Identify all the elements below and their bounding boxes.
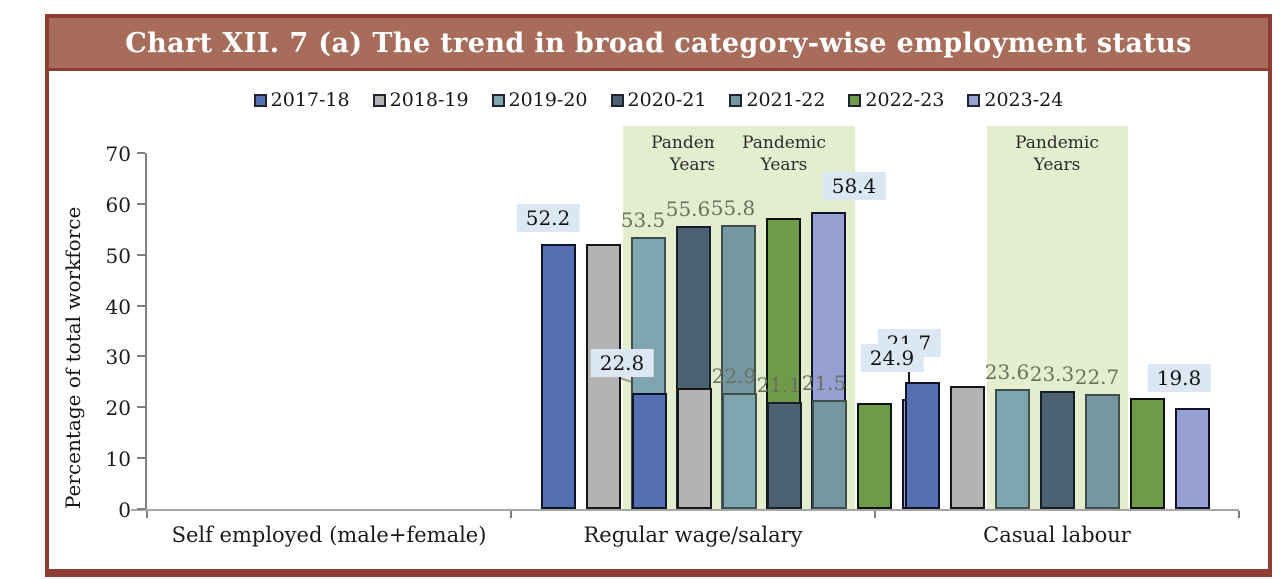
y-axis-label: Percentage of total workforce [61,206,85,509]
page-title: Chart XII. 7 (a) The trend in broad cate… [125,27,1192,59]
legend-swatch-icon [372,93,386,107]
pandemic-band-label-line: Years [760,155,808,176]
pandemic-band-label: Pandemic Years [714,132,855,176]
x-tick [146,511,148,518]
data-label: 22.7 [1074,364,1120,389]
legend-label: 2022-23 [865,89,945,111]
x-tick [1238,511,1240,518]
legend: 2017-18 2018-19 2019-20 2020-21 2021-22 2022-… [49,89,1268,111]
data-label: 52.2 [516,203,580,232]
legend-item: 2021-22 [729,89,825,111]
y-tick [137,355,145,358]
y-tick [137,253,145,256]
data-label: 21.5 [801,370,847,395]
legend-label: 2018-19 [389,89,469,111]
pandemic-band-label-line: Years [669,155,717,176]
bar-2023-24 [1174,408,1210,509]
y-tick [137,152,145,154]
legend-swatch-icon [729,93,743,107]
x-axis-extension [131,509,147,511]
plot-area: Percentage of total workforce Pandemic Ye… [61,126,1240,547]
y-tick-label: 60 [105,192,131,217]
pandemic-band-label: Pandemic Years [987,132,1128,176]
y-tick-label: 50 [105,243,131,268]
legend-label: 2017-18 [270,89,350,111]
bar-2017-18 [540,243,576,509]
category-label: Regular wage/salary [583,523,803,547]
x-tick [510,511,512,518]
y-tick-label: 70 [105,142,131,166]
chart-body: 2017-18 2018-19 2019-20 2020-21 2021-22 2022-… [49,71,1268,569]
chart-frame: Chart XII. 7 (a) The trend in broad cate… [45,14,1272,577]
bar-2018-19 [949,386,985,509]
legend-label: 2023-24 [984,89,1064,111]
category-label: Self employed (male+female) [171,523,487,547]
data-label: 24.9 [860,344,924,373]
bar-2022-23 [856,402,892,509]
y-tick [137,304,145,307]
legend-swatch-icon [967,93,981,107]
legend-label: 2021-22 [746,89,826,111]
legend-swatch-icon [491,93,505,107]
y-tick [137,406,145,409]
bar-2017-18 [904,382,940,509]
y-tick [137,457,145,460]
legend-label: 2020-21 [627,89,707,111]
y-tick-label: 10 [105,447,131,472]
bar-2020-21 [766,401,802,509]
pandemic-band-label-line: Pandemic [742,133,826,153]
legend-item: 2018-19 [372,89,469,111]
legend-item: 2020-21 [610,89,707,111]
bar-2021-22 [1084,393,1120,509]
bar-2018-19 [676,387,712,509]
category-groups: Pandemic Years 52.2 53.5 55.6 55.8 58.4 Self em… [146,126,1240,547]
data-label: 22.9 [711,363,757,388]
bar-2019-20 [721,392,757,509]
legend-item: 2023-24 [967,89,1063,111]
bar-2022-23 [1129,398,1165,509]
category-group: Pandemic Years 24.9 23.6 23.3 22.7 19.8 Casual … [860,126,1239,547]
legend-item: 2019-20 [491,89,588,111]
legend-swatch-icon [610,93,624,107]
y-tick-label: 20 [105,396,131,421]
data-label: 53.5 [620,207,666,232]
data-label: 58.4 [822,172,886,200]
legend-item: 2017-18 [253,89,350,111]
data-label: 21.1 [756,372,802,397]
legend-item: 2022-23 [848,89,944,111]
y-tick-label: 0 [118,498,131,522]
data-label: 23.6 [984,359,1030,384]
data-label: 23.3 [1029,361,1075,386]
bar-2020-21 [1039,390,1075,509]
title-bar: Chart XII. 7 (a) The trend in broad cate… [49,18,1268,71]
legend-swatch-icon [253,93,267,107]
data-label: 19.8 [1147,364,1211,393]
category-label: Casual labour [983,523,1131,547]
bar-2019-20 [994,388,1030,509]
y-tick [137,202,145,205]
data-label: 55.8 [710,196,756,221]
data-label: 22.8 [590,349,654,378]
leader-line [908,356,910,399]
legend-label: 2019-20 [508,89,588,111]
category-group: Pandemic Years 52.2 53.5 55.6 55.8 58.4 Self em… [146,126,886,547]
y-tick [137,508,145,510]
data-label: 55.6 [665,197,711,222]
bar-2017-18 [631,393,667,509]
y-tick-label: 30 [105,345,131,370]
pandemic-band-label-line: Years [1033,155,1081,176]
y-tick-label: 40 [105,294,131,319]
bar-2021-22 [811,399,847,509]
x-tick [874,511,876,518]
legend-swatch-icon [848,93,862,107]
pandemic-band-label-line: Pandemic [1015,133,1099,153]
